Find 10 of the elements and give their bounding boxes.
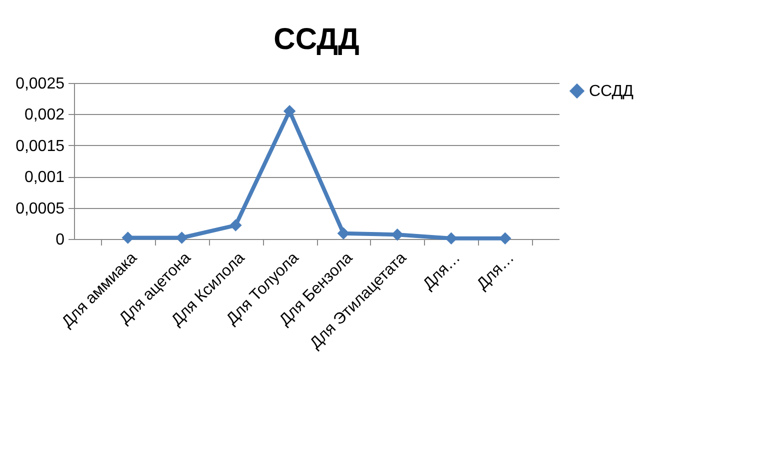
y-tick-label: 0 xyxy=(56,232,65,248)
y-tick-label: 0,001 xyxy=(24,169,65,186)
y-tick-label: 0,002 xyxy=(24,106,65,124)
y-tick-label: 0,0015 xyxy=(16,138,65,155)
point xyxy=(283,104,296,118)
y-tick-label: 0,0025 xyxy=(16,76,65,92)
y-tick-label: 0,0005 xyxy=(16,200,65,218)
point xyxy=(230,219,242,232)
chart-title: ССДД xyxy=(274,23,360,56)
legend-label: ССДД xyxy=(589,83,634,100)
